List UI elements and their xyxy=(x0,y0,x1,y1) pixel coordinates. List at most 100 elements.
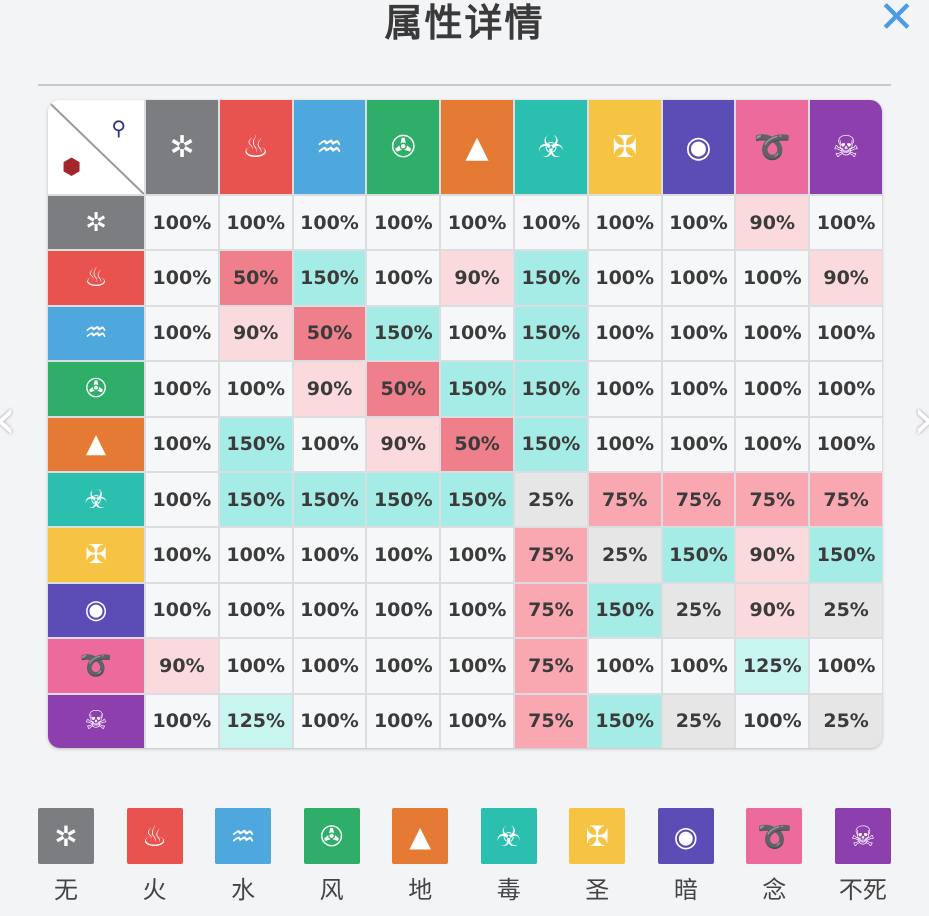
matrix-cell: 90% xyxy=(736,196,809,250)
eye-icon: ◉ xyxy=(657,808,714,864)
close-icon[interactable]: ✕ xyxy=(878,0,915,43)
matrix-cell: 25% xyxy=(662,694,735,748)
matrix-cell: 100% xyxy=(588,362,661,416)
column-header-swirl-icon: ✲ xyxy=(146,100,218,194)
column-header-fire-icon: ♨ xyxy=(219,100,292,194)
matrix-cell: 150% xyxy=(219,473,292,527)
matrix-cell: 90% xyxy=(219,306,292,361)
holy-wings-icon: ✠ xyxy=(569,808,626,864)
column-header-fan-icon: ✇ xyxy=(367,100,440,194)
legend-label: 无 xyxy=(54,876,78,904)
matrix-cell: 100% xyxy=(441,694,513,748)
matrix-cell: 50% xyxy=(441,417,513,471)
matrix-cell: 150% xyxy=(515,306,587,361)
matrix-cell: 150% xyxy=(810,528,882,582)
matrix-cell: 50% xyxy=(293,306,366,361)
column-header-holy-wings-icon: ✠ xyxy=(588,100,661,194)
legend-label: 水 xyxy=(231,876,256,904)
matrix-cell: 150% xyxy=(662,528,735,582)
matrix-cell: 150% xyxy=(441,473,513,527)
row-header-frog-icon: ☣ xyxy=(48,473,144,527)
matrix-cell: 100% xyxy=(293,417,366,471)
matrix-cell: 100% xyxy=(588,639,661,693)
matrix-cell: 100% xyxy=(146,694,218,748)
fan-icon: ✇ xyxy=(303,808,360,864)
spiral-icon: ➰ xyxy=(746,808,803,864)
matrix-cell: 125% xyxy=(219,694,292,748)
matrix-cell: 150% xyxy=(367,306,440,361)
legend-item: ♨ 火 xyxy=(111,808,199,905)
matrix-cell: 100% xyxy=(441,306,513,361)
matrix-cell: 100% xyxy=(441,583,513,638)
matrix-cell: 100% xyxy=(662,251,735,305)
matrix-cell: 100% xyxy=(588,417,661,471)
matrix-cell: 100% xyxy=(662,639,735,693)
matrix-cell: 150% xyxy=(515,362,587,416)
row-header-skull-icon: ☠ xyxy=(48,694,144,748)
matrix-cell: 150% xyxy=(293,473,366,527)
matrix-cell: 75% xyxy=(662,473,735,527)
matrix-cell: 25% xyxy=(810,694,882,748)
matrix-cell: 100% xyxy=(146,251,218,305)
attribute-matrix: ⚲ ⬢ ✲ ♨ ♒ ✇ ▲ ☣ ✠ ◉ ➰ ☠ ✲ 100% 100% 100% 100% 100% 100% 1… xyxy=(48,100,882,748)
matrix-cell: 150% xyxy=(367,473,440,527)
matrix-cell: 150% xyxy=(219,417,292,471)
row-header-water-drop-icon: ♒ xyxy=(48,306,144,361)
matrix-cell: 100% xyxy=(662,362,735,416)
matrix-cell: 50% xyxy=(367,362,440,416)
matrix-cell: 75% xyxy=(515,583,587,638)
fire-icon: ♨ xyxy=(126,808,183,864)
matrix-cell: 100% xyxy=(810,362,882,416)
matrix-cell: 50% xyxy=(219,251,292,305)
matrix-cell: 100% xyxy=(367,639,440,693)
matrix-cell: 150% xyxy=(515,251,587,305)
matrix-cell: 75% xyxy=(810,473,882,527)
water-drop-icon: ♒ xyxy=(215,808,272,864)
sword-icon: ⚲ xyxy=(111,116,126,140)
row-header-fire-icon: ♨ xyxy=(48,251,144,305)
matrix-cell: 150% xyxy=(515,417,587,471)
legend-item: ▲ 地 xyxy=(376,808,464,905)
matrix-cell: 100% xyxy=(146,196,218,250)
chevron-left-icon[interactable]: ‹ xyxy=(0,390,16,450)
matrix-cell: 90% xyxy=(736,528,809,582)
matrix-cell: 90% xyxy=(810,251,882,305)
legend-label: 圣 xyxy=(585,876,610,904)
column-header-skull-icon: ☠ xyxy=(810,100,882,194)
matrix-cell: 100% xyxy=(219,583,292,638)
matrix-cell: 100% xyxy=(441,528,513,582)
matrix-cell: 100% xyxy=(146,306,218,361)
matrix-cell: 100% xyxy=(662,306,735,361)
matrix-cell: 100% xyxy=(736,251,809,305)
matrix-cell: 75% xyxy=(736,473,809,527)
matrix-cell: 100% xyxy=(146,473,218,527)
row-header-holy-wings-icon: ✠ xyxy=(48,528,144,582)
matrix-cell: 100% xyxy=(367,196,440,250)
matrix-cell: 100% xyxy=(810,639,882,693)
row-header-mountain-icon: ▲ xyxy=(48,417,144,471)
legend-item: ➰ 念 xyxy=(730,808,818,905)
matrix-cell: 100% xyxy=(146,583,218,638)
matrix-cell: 100% xyxy=(293,639,366,693)
matrix-cell: 100% xyxy=(146,528,218,582)
legend-item: ☠ 不死 xyxy=(819,808,907,905)
row-header-eye-icon: ◉ xyxy=(48,583,144,638)
matrix-cell: 100% xyxy=(810,196,882,250)
matrix-cell: 100% xyxy=(367,528,440,582)
chevron-right-icon[interactable]: › xyxy=(913,390,929,450)
row-header-spiral-icon: ➰ xyxy=(48,639,144,693)
matrix-cell: 100% xyxy=(736,694,809,748)
column-header-water-drop-icon: ♒ xyxy=(293,100,366,194)
matrix-cell: 100% xyxy=(293,528,366,582)
matrix-cell: 100% xyxy=(146,417,218,471)
matrix-cell: 100% xyxy=(515,196,587,250)
column-header-frog-icon: ☣ xyxy=(515,100,587,194)
matrix-cell: 90% xyxy=(441,251,513,305)
frog-icon: ☣ xyxy=(480,808,537,864)
matrix-cell: 100% xyxy=(367,694,440,748)
matrix-cell: 75% xyxy=(515,694,587,748)
matrix-corner: ⚲ ⬢ xyxy=(48,100,144,194)
mountain-icon: ▲ xyxy=(392,808,449,864)
matrix-cell: 100% xyxy=(736,306,809,361)
legend-label: 暗 xyxy=(673,876,698,904)
